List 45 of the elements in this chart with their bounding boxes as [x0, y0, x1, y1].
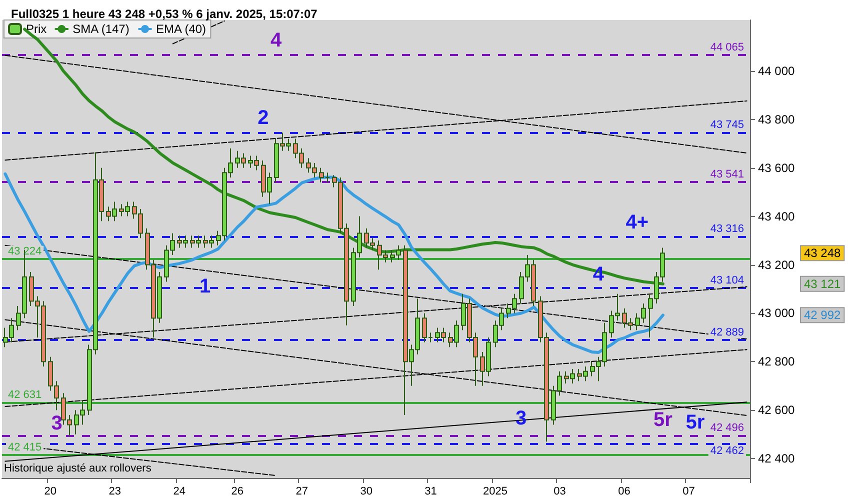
x-tick-label: 07 — [682, 486, 695, 498]
ref-line-label: 42 462 — [710, 445, 744, 458]
x-tick-label: 31 — [424, 486, 437, 498]
legend-label: EMA (40) — [156, 22, 206, 36]
ref-line-label: 43 745 — [710, 119, 744, 132]
ref-line-label: 44 065 — [710, 42, 744, 54]
ref-line-label: 43 541 — [710, 168, 744, 181]
line-series — [4, 172, 664, 354]
ref-line-label: 42 631 — [8, 389, 42, 402]
text: 43 248 — [804, 246, 842, 260]
annotation: Historique ajusté aux rollovers — [4, 462, 152, 474]
annotation: 3 — [51, 412, 62, 434]
y-tick-label: 42 800 — [758, 354, 796, 369]
annotation: 1 — [200, 276, 211, 298]
chart-title: Full0325 1 heure 43 248 +0,53 % 6 janv. 2025, 15:07:07 — [11, 7, 318, 21]
x-tick-label: 06 — [618, 486, 630, 498]
annotation: 2 — [258, 107, 269, 130]
x-tick-label: 24 — [173, 486, 186, 498]
annotation: 5r — [653, 408, 673, 431]
text: 43 121 — [804, 276, 842, 291]
y-tick-label: 42 600 — [758, 403, 796, 418]
x-tick-label: 26 — [231, 486, 244, 498]
ref-line-label: 42 496 — [710, 422, 744, 434]
ref-line-label: 43 316 — [710, 223, 744, 236]
legend-label: SMA (147) — [72, 22, 130, 36]
ref-line-label: 43 104 — [710, 274, 744, 287]
x-tick-label: 20 — [44, 486, 56, 498]
x-tick-label: 03 — [554, 486, 566, 498]
y-tick-label: 43 400 — [758, 209, 796, 224]
ref-line-label: 42 415 — [8, 441, 42, 454]
x-tick-label: 2025 — [483, 486, 508, 498]
y-tick-label: 44 000 — [758, 64, 796, 78]
ref-line-label: 42 889 — [710, 326, 744, 339]
y-tick-label: 43 000 — [758, 306, 796, 320]
annotation: 4 — [270, 30, 282, 52]
text: 42 992 — [804, 308, 842, 322]
annotation: 5r — [686, 411, 705, 434]
y-tick-label: 43 600 — [758, 160, 796, 175]
x-tick-label: 27 — [296, 486, 308, 498]
y-tick-label: 43 200 — [758, 258, 796, 272]
y-tick-label: 43 800 — [758, 112, 796, 126]
x-tick-label: 30 — [360, 486, 372, 498]
annotation: 4+ — [626, 211, 649, 234]
x-tick-label: 23 — [108, 486, 121, 498]
y-tick-label: 42 400 — [758, 452, 796, 466]
